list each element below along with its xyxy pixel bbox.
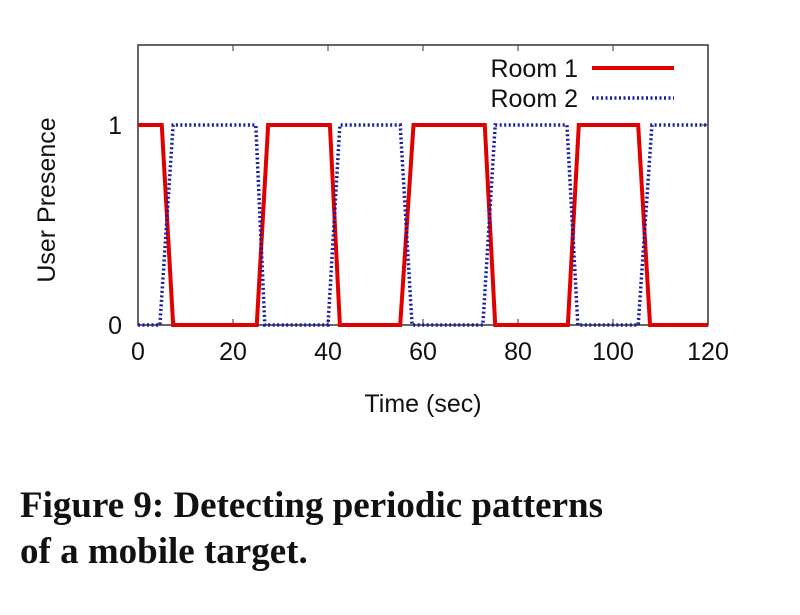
figure-caption: Figure 9: Detecting periodic patterns of… [20,483,603,575]
x-tick-label: 100 [592,338,634,366]
x-tick-label: 60 [409,338,437,366]
legend-label-1: Room 1 [490,55,578,83]
legend-label-2: Room 2 [490,85,578,113]
y-tick-label: 1 [108,112,122,140]
x-tick-label: 20 [219,338,247,366]
series-line-1 [138,123,708,327]
series-line-2 [138,123,708,327]
x-tick-label: 120 [687,338,729,366]
x-tick-label: 40 [314,338,342,366]
x-tick-label: 80 [504,338,532,366]
plot-frame [137,44,709,326]
y-axis-label: User Presence [33,117,61,282]
y-tick-label: 0 [108,312,122,340]
caption-line-2: of a mobile target. [20,531,308,572]
x-axis-label: Time (sec) [364,390,481,418]
x-tick-label: 0 [131,338,145,366]
caption-line-1: Figure 9: Detecting periodic patterns [20,485,603,526]
chart: 0 20 40 60 80 100 120 0 1 Time (sec) User Presence… [33,44,729,418]
